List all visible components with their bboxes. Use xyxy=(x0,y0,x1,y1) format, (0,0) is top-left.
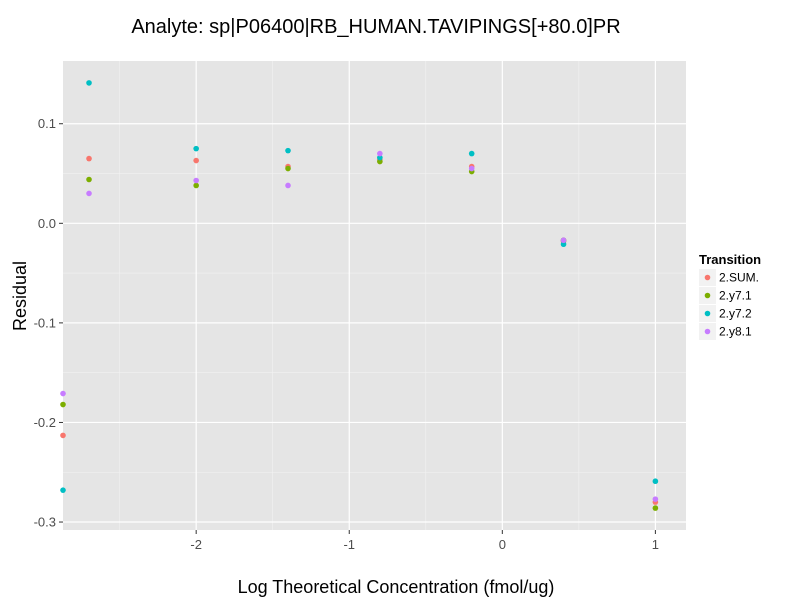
data-point xyxy=(377,150,383,157)
legend-label: 2.SUM. xyxy=(719,271,759,285)
y-tick-label: 0.0 xyxy=(38,216,56,231)
data-point xyxy=(60,401,66,408)
data-point xyxy=(285,147,291,154)
data-point xyxy=(60,432,66,439)
legend-marker xyxy=(704,328,711,335)
data-point xyxy=(193,145,199,152)
data-point xyxy=(86,190,92,197)
y-tick-label: -0.2 xyxy=(34,415,56,430)
data-point xyxy=(468,165,475,172)
data-point xyxy=(193,182,199,189)
x-axis-title: Log Theoretical Concentration (fmol/ug) xyxy=(238,577,555,597)
data-point xyxy=(86,80,92,86)
y-tick-label: -0.3 xyxy=(34,515,56,530)
data-point xyxy=(60,390,66,397)
data-point xyxy=(285,165,291,172)
data-point xyxy=(377,158,383,165)
x-axis: -2 -1 0 1 xyxy=(190,530,659,552)
data-point xyxy=(652,505,659,511)
legend: Transition 2.SUM. 2.y7.1 2.y7.2 2.y8.1 xyxy=(699,252,761,340)
data-point xyxy=(560,237,567,244)
plot-panel xyxy=(63,61,686,530)
data-point xyxy=(86,176,92,183)
grid xyxy=(63,61,686,530)
legend-marker xyxy=(704,292,711,299)
legend-title: Transition xyxy=(699,252,761,267)
data-point xyxy=(285,182,291,189)
legend-marker xyxy=(704,310,711,317)
legend-marker xyxy=(704,274,711,281)
data-point xyxy=(468,150,475,157)
x-tick-label: -1 xyxy=(343,537,355,552)
data-point xyxy=(652,478,659,485)
data-point xyxy=(377,154,383,161)
x-tick-label: -2 xyxy=(190,537,202,552)
data-point xyxy=(560,241,567,248)
y-tick-label: 0.1 xyxy=(38,116,56,131)
legend-label: 2.y7.2 xyxy=(719,307,752,321)
data-point xyxy=(193,157,199,164)
y-tick-label: -0.1 xyxy=(34,315,56,330)
y-axis: -0.3 -0.2 -0.1 0.0 0.1 xyxy=(34,116,63,530)
data-point xyxy=(60,487,66,493)
data-point xyxy=(193,177,199,184)
x-tick-label: 1 xyxy=(652,537,659,552)
y-axis-title: Residual xyxy=(10,261,30,331)
legend-label: 2.y7.1 xyxy=(719,289,752,303)
legend-label: 2.y8.1 xyxy=(719,325,752,339)
x-tick-label: 0 xyxy=(499,537,506,552)
data-point xyxy=(86,155,92,162)
chart-title: Analyte: sp|P06400|RB_HUMAN.TAVIPINGS[+8… xyxy=(131,16,620,38)
data-points xyxy=(60,80,659,511)
data-point xyxy=(652,496,659,502)
